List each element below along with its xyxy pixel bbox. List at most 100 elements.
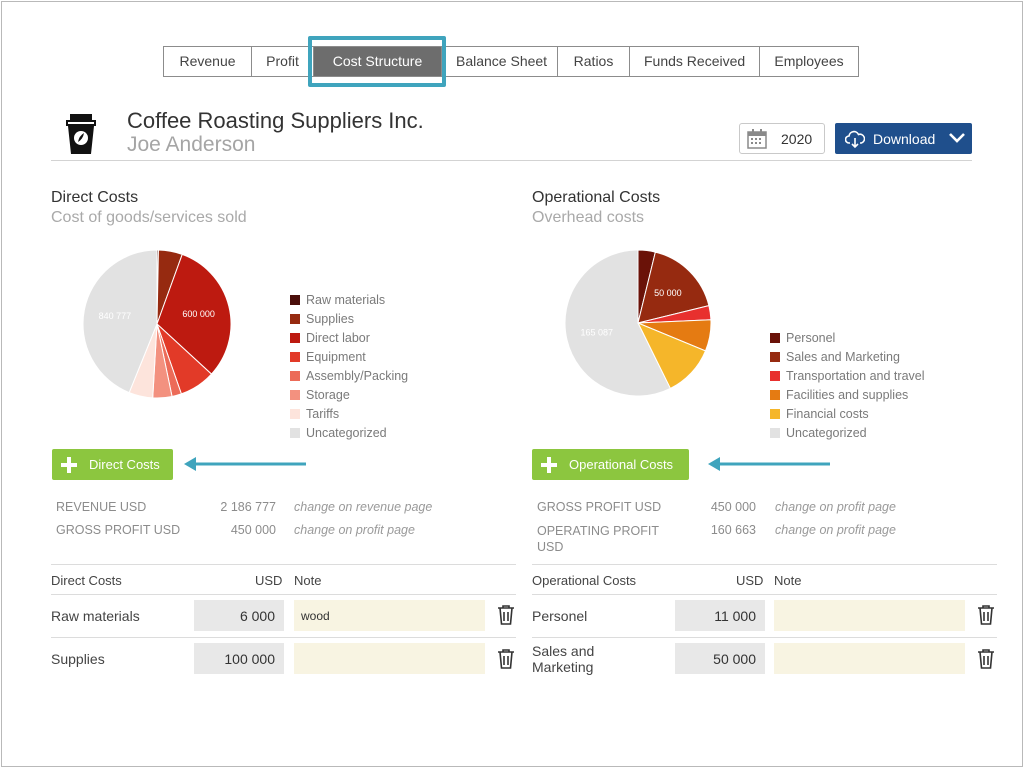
- operational-col-note: Note: [774, 573, 802, 588]
- summary-note: change on profit page: [775, 500, 896, 514]
- operational-costs-pie-chart: 50 000 165 087: [564, 249, 712, 397]
- legend-swatch: [770, 370, 780, 381]
- summary-value: 2 186 777: [220, 500, 276, 514]
- summary-note: change on revenue page: [294, 500, 433, 514]
- year-selector[interactable]: 2020: [739, 123, 825, 154]
- legend-label: Uncategorized: [786, 425, 867, 440]
- table-divider: [532, 637, 997, 638]
- legend-swatch: [290, 389, 300, 400]
- summary-label: GROSS PROFIT USD: [537, 500, 662, 514]
- legend-item-raw-materials: Raw materials: [290, 290, 408, 309]
- legend-item-uncategorized: Uncategorized: [770, 423, 925, 442]
- calendar-icon: [747, 128, 767, 149]
- direct-costs-pie-chart: 600 000 840 777: [82, 249, 232, 399]
- arrow-left-icon: [708, 457, 830, 471]
- legend-item-assembly-packing: Assembly/Packing: [290, 366, 408, 385]
- add-direct-costs-label: Direct Costs: [89, 457, 160, 472]
- legend-label: Raw materials: [306, 292, 386, 307]
- summary-note: change on profit page: [294, 523, 415, 537]
- operational-row-label: Sales and Marketing: [532, 643, 595, 675]
- pie-slice-uncategorized: [82, 249, 158, 394]
- legend-item-personel: Personel: [770, 328, 925, 347]
- legend-item-transportation-and-travel: Transportation and travel: [770, 366, 925, 385]
- download-button[interactable]: Download: [835, 123, 972, 154]
- pie-data-label: 50 000: [654, 288, 682, 298]
- legend-swatch: [770, 408, 780, 419]
- summary-label: REVENUE USD: [56, 500, 147, 514]
- legend-item-sales-and-marketing: Sales and Marketing: [770, 347, 925, 366]
- legend-label: Assembly/Packing: [306, 368, 409, 383]
- add-direct-costs-button[interactable]: Direct Costs: [52, 449, 173, 480]
- tab-funds-received[interactable]: Funds Received: [630, 47, 760, 76]
- tab-revenue[interactable]: Revenue: [164, 47, 252, 76]
- pie-data-label: 165 087: [580, 328, 613, 338]
- direct-col-label: Direct Costs: [51, 573, 122, 588]
- tab-balance-sheet[interactable]: Balance Sheet: [442, 47, 558, 76]
- legend-label: Personel: [786, 330, 836, 345]
- summary-label: OPERATING PROFIT USD: [537, 524, 659, 554]
- cloud-download-icon: [845, 130, 865, 148]
- operational-col-label: Operational Costs: [532, 573, 637, 588]
- legend-item-equipment: Equipment: [290, 347, 408, 366]
- direct-row-usd-input[interactable]: [194, 600, 284, 631]
- legend-swatch: [290, 408, 300, 419]
- trash-icon[interactable]: [497, 604, 515, 626]
- legend-label: Direct labor: [306, 330, 370, 345]
- tab-ratios[interactable]: Ratios: [558, 47, 630, 76]
- year-value: 2020: [781, 130, 813, 147]
- legend-label: Equipment: [306, 349, 366, 364]
- company-name: Coffee Roasting Suppliers Inc.: [127, 108, 424, 133]
- table-divider: [51, 637, 516, 638]
- operational-row-note-input[interactable]: [774, 643, 965, 674]
- operational-row-usd-input[interactable]: [675, 643, 765, 674]
- legend-label: Financial costs: [786, 406, 869, 421]
- legend-item-direct-labor: Direct labor: [290, 328, 408, 347]
- tab-profit[interactable]: Profit: [252, 47, 314, 76]
- legend-swatch: [290, 294, 300, 305]
- summary-value: 160 663: [710, 523, 756, 537]
- legend-label: Storage: [306, 387, 350, 402]
- direct-costs-subtitle: Cost of goods/services sold: [51, 209, 247, 226]
- direct-row-note-input[interactable]: [294, 643, 485, 674]
- legend-swatch: [770, 427, 780, 438]
- operational-costs-subtitle: Overhead costs: [532, 209, 645, 226]
- pie-data-label: 840 777: [99, 311, 132, 321]
- direct-row-usd-input[interactable]: [194, 643, 284, 674]
- legend-item-uncategorized: Uncategorized: [290, 423, 408, 442]
- trash-icon[interactable]: [497, 648, 515, 670]
- legend-swatch: [290, 313, 300, 324]
- operational-row-usd-input[interactable]: [675, 600, 765, 631]
- legend-label: Uncategorized: [306, 425, 387, 440]
- operational-row-note-input[interactable]: [774, 600, 965, 631]
- tab-employees[interactable]: Employees: [774, 53, 844, 69]
- legend-label: Supplies: [306, 311, 354, 326]
- legend-swatch: [770, 332, 780, 343]
- pie-slice-direct-labor: [156, 253, 232, 375]
- legend-item-supplies: Supplies: [290, 309, 408, 328]
- operational-col-usd: USD: [736, 573, 764, 588]
- direct-row-label: Supplies: [51, 651, 105, 667]
- header-divider: [51, 160, 972, 161]
- table-divider: [532, 594, 997, 595]
- operational-row-label: Personel: [532, 608, 588, 624]
- tab-cost-structure[interactable]: Cost Structure: [314, 47, 442, 76]
- trash-icon[interactable]: [977, 648, 995, 670]
- pie-slice-sales-and-marketing: [637, 251, 710, 324]
- legend-label: Sales and Marketing: [786, 349, 900, 364]
- coffee-cup-icon: [66, 114, 96, 154]
- summary-value: 450 000: [230, 523, 276, 537]
- add-operational-costs-button[interactable]: Operational Costs: [532, 449, 689, 480]
- direct-costs-title: Direct Costs: [51, 189, 139, 206]
- direct-row-note-input[interactable]: [294, 600, 485, 631]
- add-operational-costs-label: Operational Costs: [569, 457, 674, 472]
- legend-swatch: [770, 389, 780, 400]
- direct-costs-legend: Raw materials Supplies Direct labor Equipme…: [290, 290, 408, 442]
- table-divider: [532, 564, 997, 565]
- legend-item-facilities-and-supplies: Facilities and supplies: [770, 385, 925, 404]
- legend-label: Tariffs: [306, 406, 340, 421]
- trash-icon[interactable]: [977, 604, 995, 626]
- tab-bar: Revenue Profit Cost Structure Balance Sh…: [163, 46, 859, 77]
- legend-swatch: [290, 351, 300, 362]
- person-name: Joe Anderson: [127, 133, 256, 156]
- legend-item-tariffs: Tariffs: [290, 404, 408, 423]
